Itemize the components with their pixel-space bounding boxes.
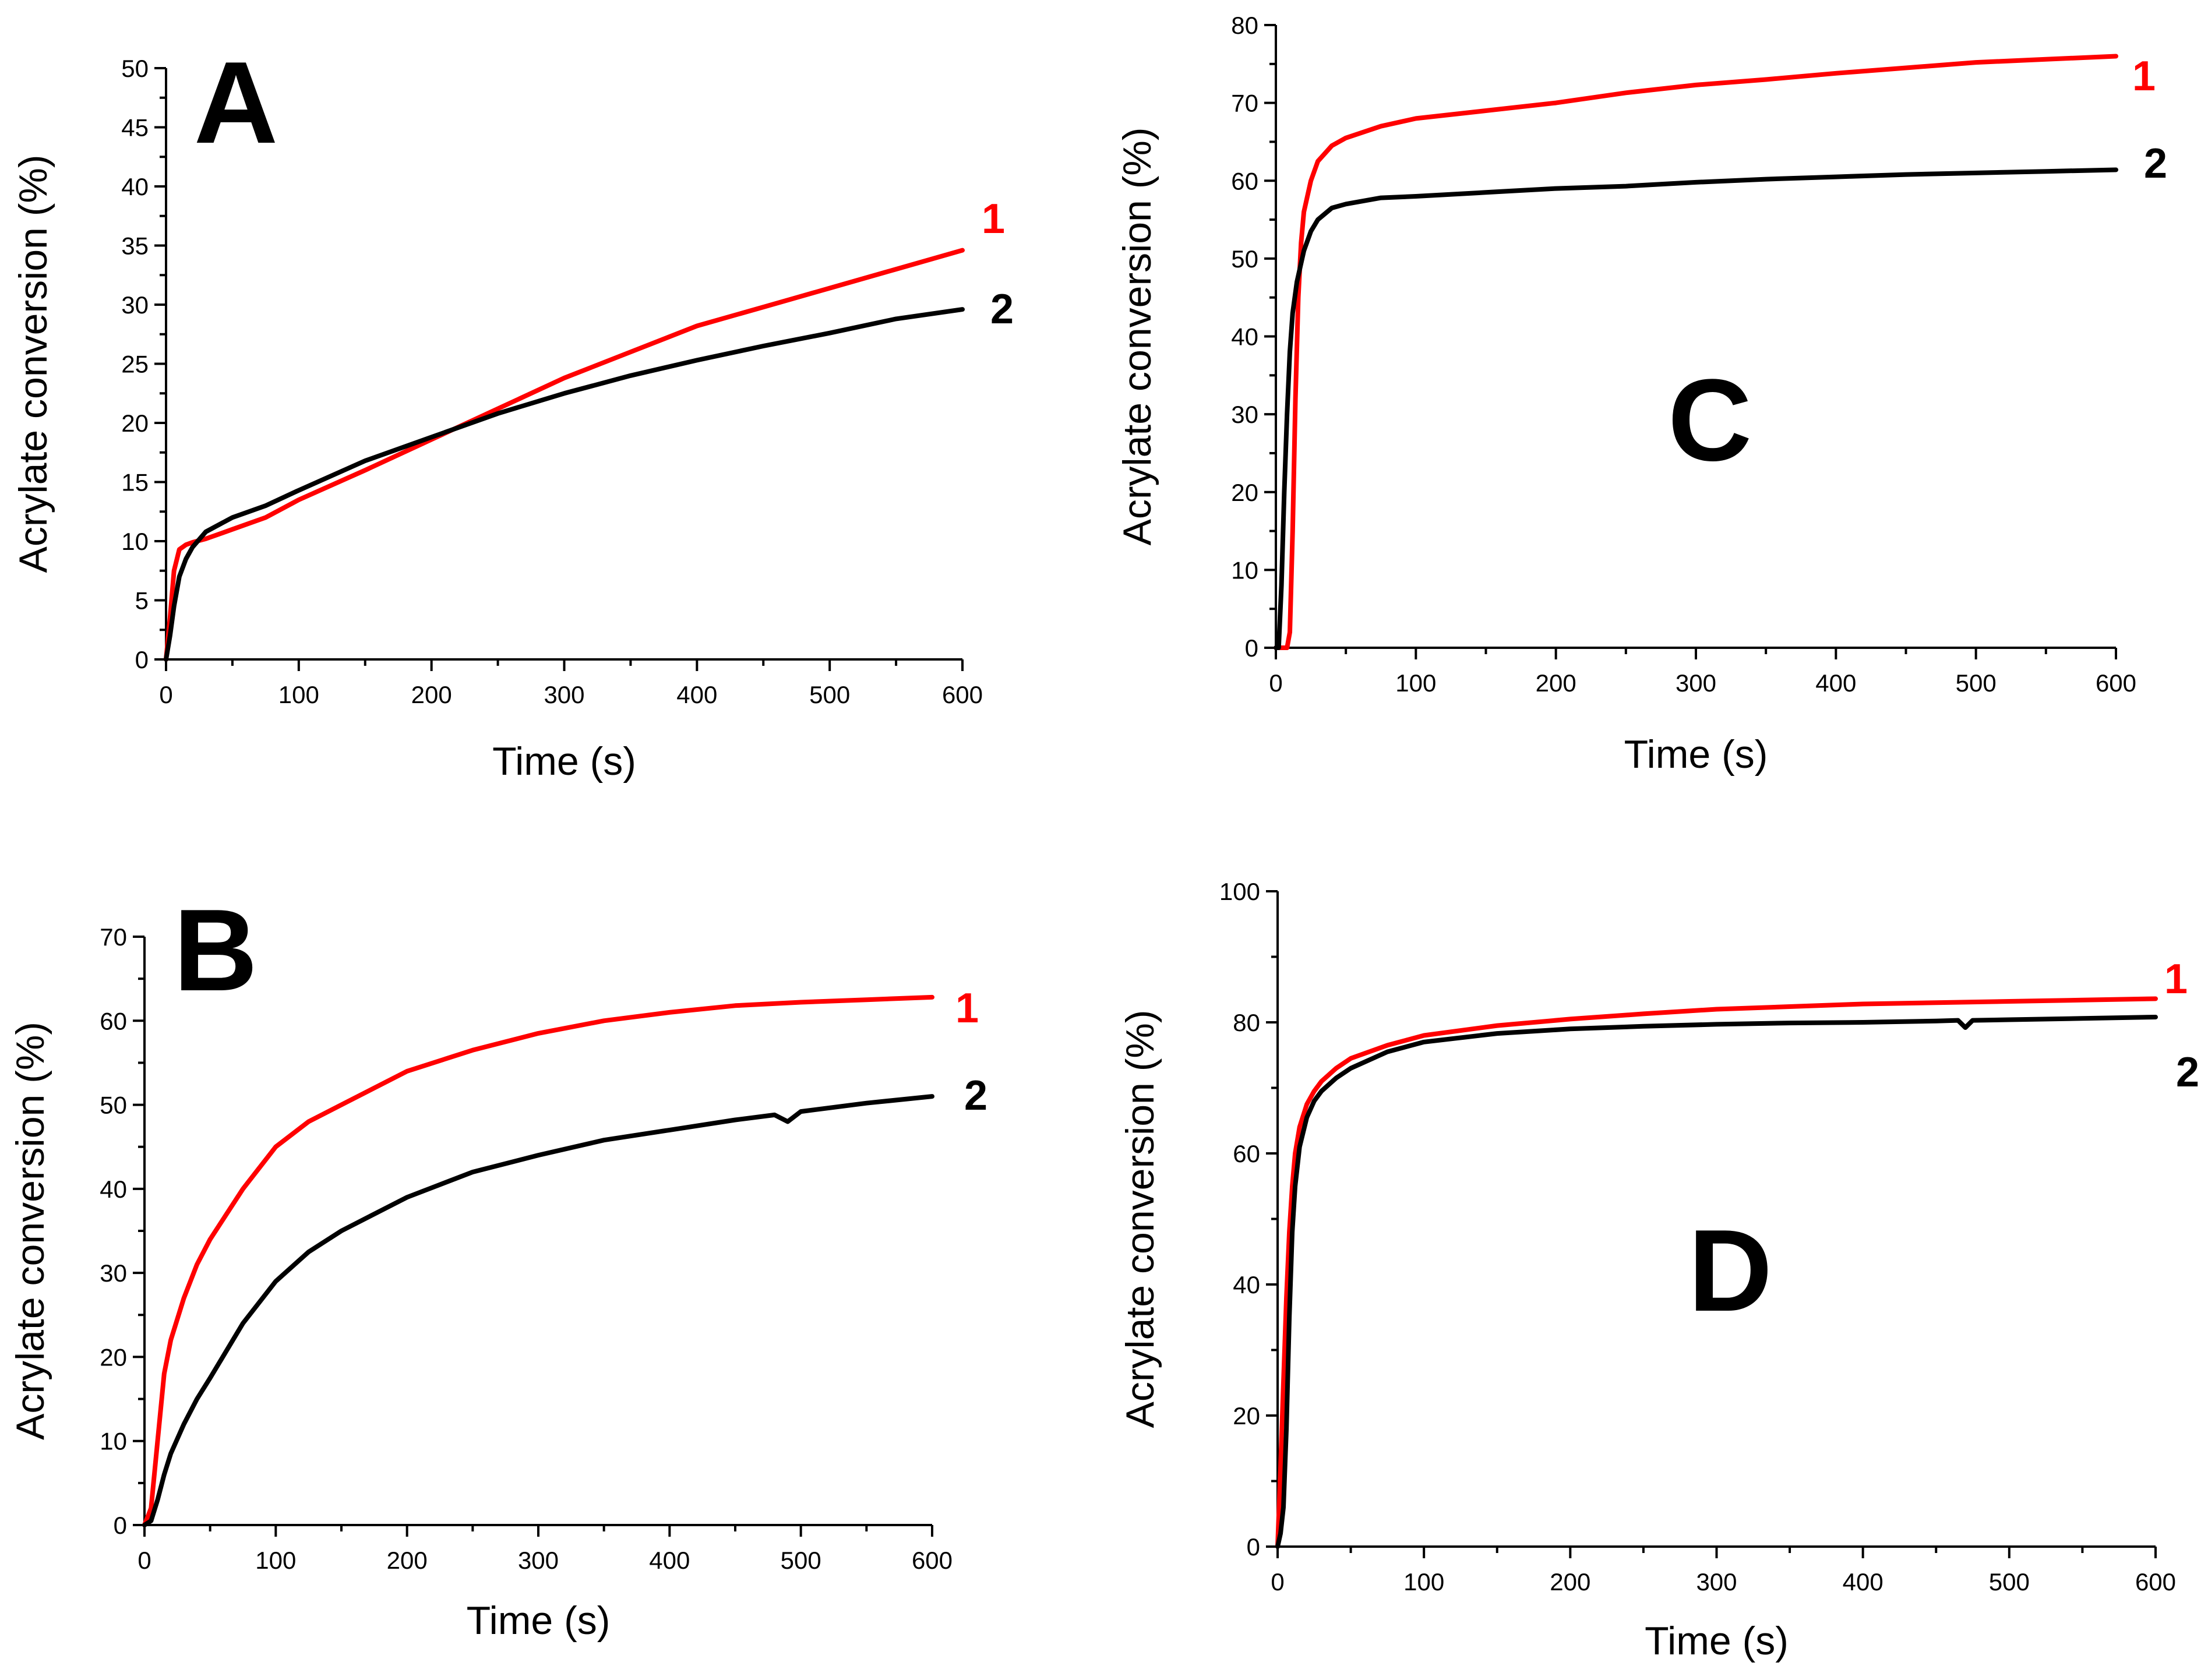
panel-a-x-axis-title: Time (s) (492, 739, 636, 783)
panel-a-series-1-label: 1 (982, 196, 1005, 242)
panel-a-x-tick-label: 400 (676, 681, 717, 708)
panel-a-series-2-label: 2 (990, 286, 1014, 333)
panel-d-x-tick-label: 300 (1696, 1568, 1737, 1596)
panel-c-x-tick-label: 200 (1536, 669, 1576, 697)
panel-b-x-tick-label: 500 (781, 1547, 821, 1574)
panel-d-y-tick-label: 40 (1233, 1271, 1260, 1298)
panel-c-y-axis-title: Acrylate conversion (%) (1115, 127, 1159, 545)
panel-b-y-tick-label: 60 (100, 1007, 127, 1035)
panel-a: 0 100 200 300 400 500 600 0 5 10 15 20 25 30 35 40 45 50 T… (11, 38, 1014, 783)
panel-a-series-1-line (164, 248, 965, 662)
panel-c-series-2-label: 2 (2144, 140, 2167, 187)
panel-d-y-tick-label: 100 (1219, 878, 1260, 905)
panel-a-y-axis-title: Acrylate conversion (%) (11, 154, 55, 573)
panel-b-letter: B (174, 885, 258, 1015)
panel-b-x-tick-label: 300 (518, 1547, 559, 1574)
panel-d-x-tick-label: 0 (1271, 1568, 1284, 1596)
panel-a-y-tick-label: 25 (121, 351, 149, 378)
panel-c-x-tick-label: 300 (1676, 669, 1716, 697)
panel-c-x-tick-label: 0 (1269, 669, 1282, 697)
panel-b-y-tick-label: 20 (100, 1343, 127, 1371)
panel-a-x-tick-label: 100 (278, 681, 319, 708)
panel-a-y-tick-label: 45 (121, 114, 149, 142)
panel-b-x-tick-label: 400 (649, 1547, 690, 1574)
panel-b-x-axis-title: Time (s) (467, 1598, 611, 1643)
panel-a-y-tick-label: 0 (135, 646, 149, 673)
panel-b-y-tick-label: 70 (100, 923, 127, 951)
panel-b-y-tick-label: 0 (114, 1512, 127, 1539)
panel-b-x-tick-label: 100 (255, 1547, 296, 1574)
panel-b-x-tick-label: 200 (387, 1547, 428, 1574)
panel-a-y-tick-label: 15 (121, 469, 149, 496)
panel-b-series-1-label: 1 (955, 985, 979, 1032)
panel-b-x-tick-label: 600 (912, 1547, 953, 1574)
panel-b-series-1-line (142, 994, 934, 1527)
panel-a-y-tick-label: 10 (121, 528, 149, 555)
panel-a-y-tick-label: 40 (121, 173, 149, 200)
panel-b-series-2-label: 2 (964, 1072, 987, 1119)
panel-c-y-tick-label: 60 (1231, 167, 1258, 195)
panel-d-x-tick-label: 500 (1989, 1568, 2030, 1596)
panel-c-x-tick-label: 400 (1815, 669, 1856, 697)
panel-c-y-tick-label: 40 (1231, 323, 1258, 351)
panel-d-series-1-line (1275, 996, 2158, 1549)
panel-a-letter: A (194, 38, 278, 168)
panel-d-y-tick-label: 60 (1233, 1140, 1260, 1167)
panel-c-letter: C (1668, 355, 1752, 485)
panel-a-y-tick-label: 30 (121, 291, 149, 319)
panel-c: 0 100 200 300 400 500 600 0 10 20 30 40 50 60 70 80 Time… (1115, 12, 2167, 777)
panel-b: 0 100 200 300 400 500 600 0 10 20 30 40 50 60 70 Time (… (8, 885, 987, 1643)
panel-d-letter: D (1688, 1206, 1772, 1336)
panel-b-y-tick-label: 30 (100, 1259, 127, 1287)
panel-c-y-tick-label: 80 (1231, 12, 1258, 39)
panel-d-y-tick-label: 20 (1233, 1402, 1260, 1430)
panel-b-y-tick-label: 50 (100, 1092, 127, 1119)
panel-b-y-tick-label: 40 (100, 1176, 127, 1203)
panel-a-x-tick-label: 200 (411, 681, 452, 708)
panel-c-series-1-line (1274, 54, 2118, 650)
panel-a-x-tick-label: 500 (809, 681, 850, 708)
panel-d-x-tick-label: 400 (1843, 1568, 1883, 1596)
panel-b-y-axis-title: Acrylate conversion (%) (8, 1022, 52, 1440)
panel-c-y-tick-label: 50 (1231, 245, 1258, 273)
panel-a-series-2-line (164, 307, 965, 662)
panel-c-x-tick-label: 100 (1395, 669, 1436, 697)
panel-d: 0 100 200 300 400 500 600 0 20 40 60 80 100 Time (s) A… (1118, 878, 2199, 1663)
panel-c-y-tick-label: 0 (1245, 634, 1258, 662)
panel-d-x-tick-label: 100 (1403, 1568, 1444, 1596)
panel-b-series-2-line (142, 1094, 934, 1527)
panel-a-x-tick-label: 600 (942, 681, 983, 708)
panel-a-y-tick-label: 20 (121, 410, 149, 437)
panel-c-y-tick-label: 10 (1231, 556, 1258, 584)
panel-c-x-axis-title: Time (s) (1624, 732, 1768, 777)
panel-a-x-tick-label: 0 (159, 681, 172, 708)
panel-b-x-tick-label: 0 (137, 1547, 151, 1574)
panel-d-series-2-line (1275, 1015, 2158, 1549)
panel-c-y-tick-label: 30 (1231, 401, 1258, 428)
panel-c-x-tick-label: 500 (1956, 669, 1997, 697)
panel-c-series-1-label: 1 (2132, 53, 2156, 100)
panel-c-y-tick-label: 70 (1231, 90, 1258, 117)
panel-d-x-tick-label: 200 (1550, 1568, 1590, 1596)
panel-d-x-axis-title: Time (s) (1645, 1619, 1789, 1663)
panel-b-y-tick-label: 10 (100, 1428, 127, 1455)
panel-d-series-1-label: 1 (2164, 956, 2188, 1003)
panel-d-y-axis-title: Acrylate conversion (%) (1118, 1010, 1162, 1428)
panel-a-y-tick-label: 35 (121, 232, 149, 260)
panel-a-y-tick-label: 5 (135, 587, 149, 615)
panel-a-y-tick-label: 50 (121, 55, 149, 82)
panel-d-x-tick-label: 600 (2135, 1568, 2176, 1596)
panel-a-x-tick-label: 300 (544, 681, 584, 708)
panel-c-y-tick-label: 20 (1231, 479, 1258, 506)
panel-d-series-2-label: 2 (2176, 1049, 2199, 1096)
panel-d-y-tick-label: 80 (1233, 1009, 1260, 1036)
panel-c-x-tick-label: 600 (2096, 669, 2136, 697)
panel-c-series-2-line (1274, 167, 2118, 650)
panel-d-y-tick-label: 0 (1247, 1533, 1260, 1561)
